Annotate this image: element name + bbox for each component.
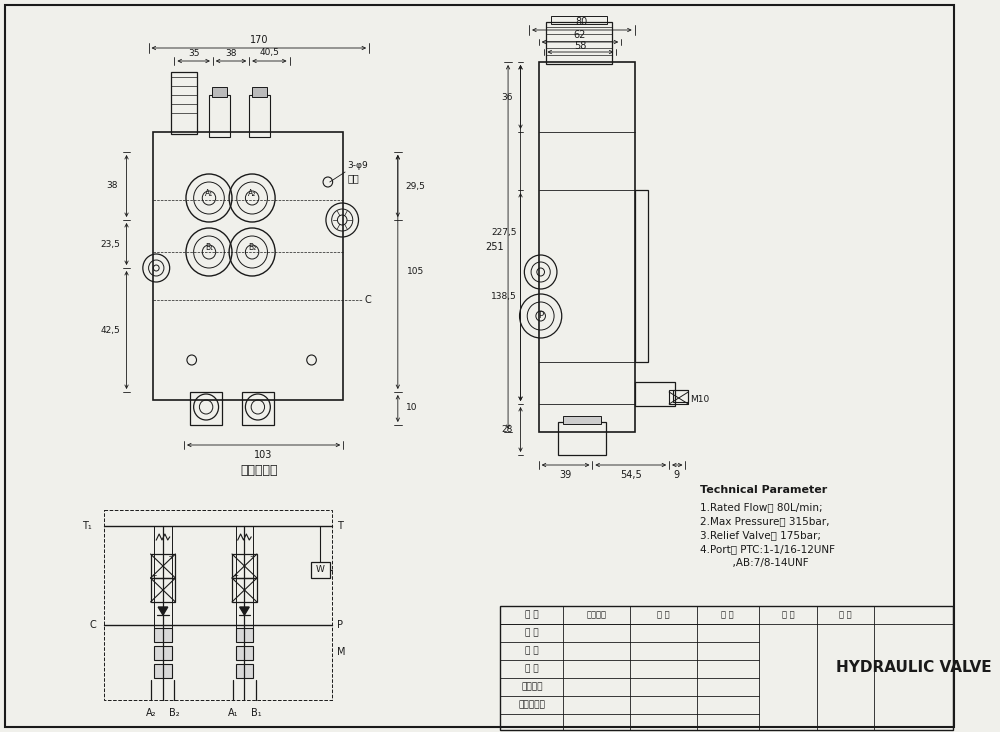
Text: B₁: B₁ <box>205 244 213 253</box>
Text: P: P <box>538 312 543 321</box>
Bar <box>551 16 607 24</box>
Text: 标准化检查: 标准化检查 <box>519 701 545 709</box>
Text: 制 图: 制 图 <box>525 629 539 638</box>
Text: 工艺检查: 工艺检查 <box>521 682 543 692</box>
Text: 40,5: 40,5 <box>259 48 279 58</box>
Text: 液压原理图: 液压原理图 <box>240 463 278 477</box>
Text: T₁: T₁ <box>82 521 92 531</box>
Bar <box>635 382 675 406</box>
Text: 共 张: 共 张 <box>782 610 794 619</box>
Bar <box>635 190 648 362</box>
Text: 227,5: 227,5 <box>491 228 517 237</box>
Text: 103: 103 <box>254 450 273 460</box>
Bar <box>104 510 332 700</box>
Bar <box>232 554 257 578</box>
Text: 设 计: 设 计 <box>525 610 539 619</box>
Text: HYDRAULIC VALVE: HYDRAULIC VALVE <box>836 660 991 676</box>
Text: 62: 62 <box>574 30 586 40</box>
Text: A₁: A₁ <box>228 708 238 718</box>
Text: 29,5: 29,5 <box>405 182 425 190</box>
Text: 35: 35 <box>188 48 199 58</box>
Text: 251: 251 <box>485 242 504 252</box>
Text: 第 张: 第 张 <box>839 610 852 619</box>
Text: A₁: A₁ <box>205 190 213 198</box>
Text: A₂: A₂ <box>248 190 256 198</box>
Text: 42,5: 42,5 <box>100 326 120 335</box>
Text: 105: 105 <box>406 267 424 277</box>
Text: 通孔: 通孔 <box>347 173 359 183</box>
Bar <box>209 95 230 137</box>
Bar <box>212 87 227 97</box>
Bar <box>171 72 197 134</box>
Text: 54,5: 54,5 <box>620 470 642 480</box>
Bar <box>151 554 175 578</box>
Text: B₂: B₂ <box>248 244 256 253</box>
Text: Technical Parameter: Technical Parameter <box>700 485 827 495</box>
Bar <box>154 628 172 642</box>
Text: 38: 38 <box>225 48 237 58</box>
Text: 138,5: 138,5 <box>491 293 517 302</box>
Text: 2.Max Pressure： 315bar,: 2.Max Pressure： 315bar, <box>700 516 829 526</box>
Text: 39: 39 <box>559 470 572 480</box>
Text: C: C <box>89 620 96 630</box>
Text: 校 对: 校 对 <box>525 665 539 673</box>
Bar <box>236 646 253 660</box>
Text: W: W <box>316 566 325 575</box>
Text: 1.Rated Flow： 80L/min;: 1.Rated Flow： 80L/min; <box>700 502 822 512</box>
Text: P: P <box>337 620 343 630</box>
Bar <box>190 392 222 425</box>
Bar <box>154 664 172 678</box>
Bar <box>563 416 601 424</box>
Text: 10: 10 <box>405 403 417 413</box>
Text: M: M <box>337 647 346 657</box>
Text: ,AB:7/8-14UNF: ,AB:7/8-14UNF <box>700 558 808 568</box>
Text: 图样符记: 图样符记 <box>586 610 606 619</box>
Bar <box>151 578 175 602</box>
Text: 36: 36 <box>501 92 513 102</box>
Text: T: T <box>337 521 343 531</box>
Bar <box>232 578 257 602</box>
Text: 80: 80 <box>576 17 588 27</box>
Text: 描 图: 描 图 <box>525 646 539 655</box>
Text: B₂: B₂ <box>169 708 180 718</box>
Text: M10: M10 <box>690 395 709 405</box>
Text: 9: 9 <box>674 470 680 480</box>
Bar <box>236 664 253 678</box>
Text: 3-φ9: 3-φ9 <box>347 162 368 171</box>
Bar <box>249 95 270 137</box>
Bar <box>236 628 253 642</box>
Bar <box>311 562 330 578</box>
Text: 28: 28 <box>501 425 513 435</box>
Text: 比 例: 比 例 <box>721 610 734 619</box>
Text: 4.Port： PTC:1-1/16-12UNF: 4.Port： PTC:1-1/16-12UNF <box>700 544 835 554</box>
Text: 重 量: 重 量 <box>657 610 670 619</box>
Text: 23,5: 23,5 <box>100 239 120 248</box>
Text: 58: 58 <box>574 41 586 51</box>
Polygon shape <box>158 607 168 615</box>
Text: 170: 170 <box>250 35 268 45</box>
Bar <box>242 392 274 425</box>
Bar <box>539 62 635 432</box>
Text: B₁: B₁ <box>251 708 261 718</box>
Polygon shape <box>240 607 249 615</box>
Bar <box>546 22 612 64</box>
Bar <box>500 606 953 730</box>
Text: 3.Relief Valve： 175bar;: 3.Relief Valve： 175bar; <box>700 530 821 540</box>
Bar <box>673 390 688 402</box>
Bar <box>669 390 688 404</box>
Text: 38: 38 <box>106 182 118 190</box>
Text: C: C <box>365 295 371 305</box>
Text: A₂: A₂ <box>146 708 157 718</box>
Bar <box>558 422 606 455</box>
Bar <box>252 87 267 97</box>
Bar <box>154 646 172 660</box>
Bar <box>153 132 343 400</box>
